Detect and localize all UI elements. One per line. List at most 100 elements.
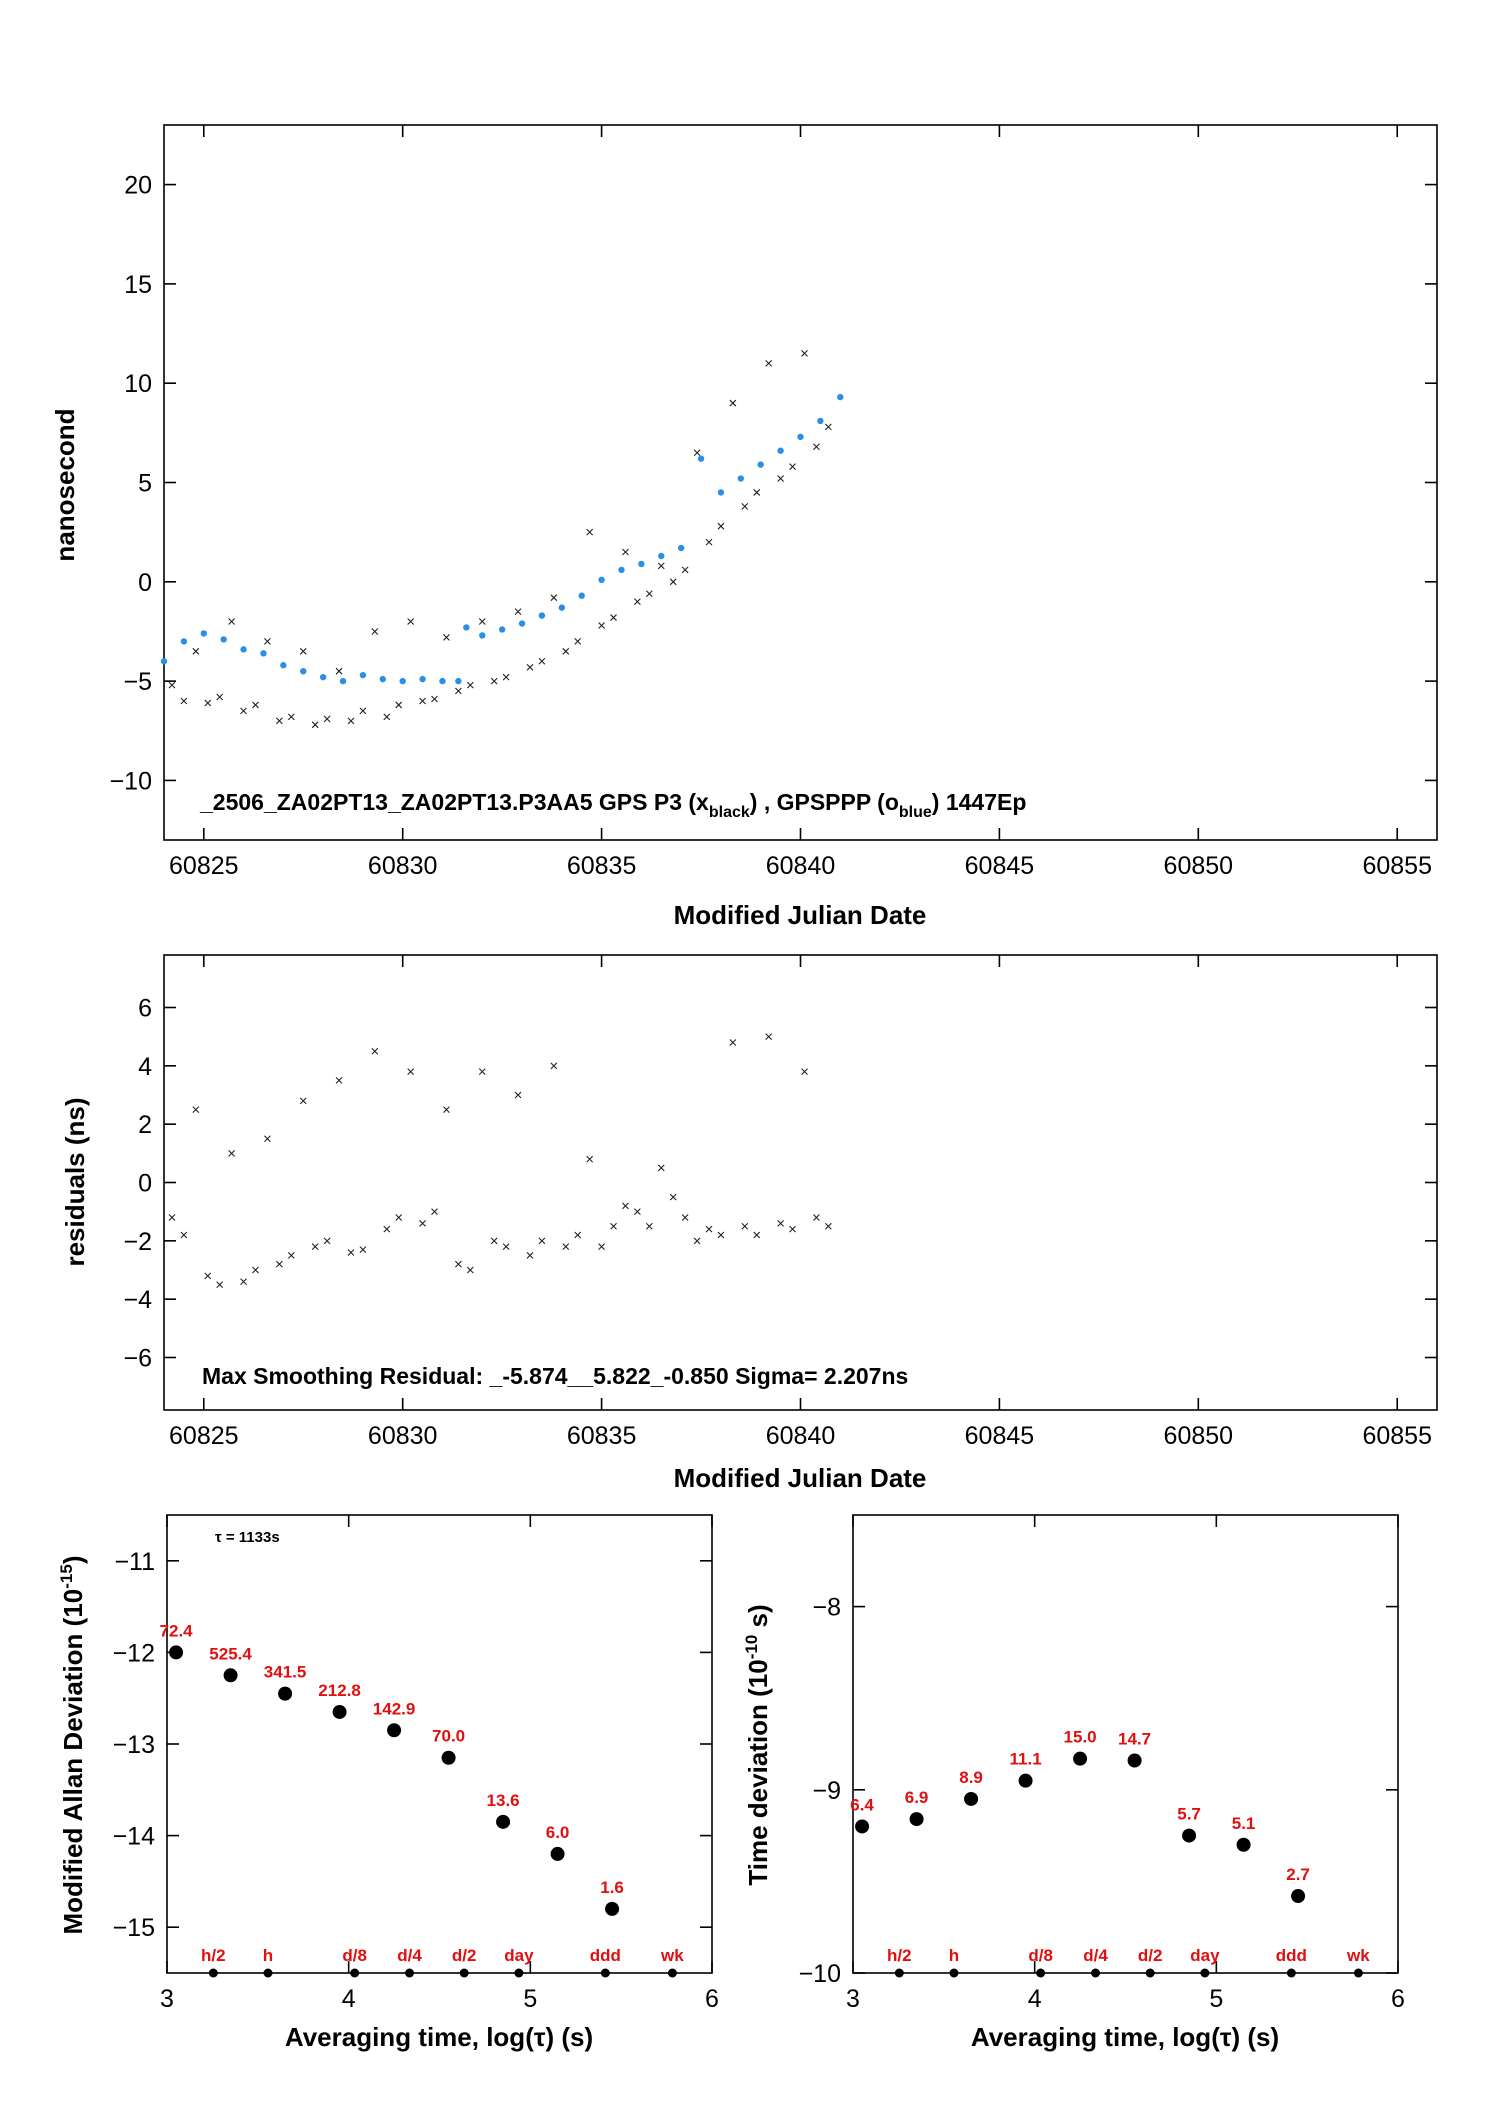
interval-marker <box>600 1968 610 1978</box>
gps-p3-point <box>693 449 701 457</box>
interval-marker-label: d/2 <box>1138 1946 1163 1965</box>
x-tick-label: 60850 <box>1164 852 1234 880</box>
interval-marker-label: d/8 <box>342 1946 367 1965</box>
point-value-label: 11.1 <box>1010 1750 1042 1769</box>
y-tick-label: −9 <box>812 1777 841 1805</box>
interval-marker-label: day <box>504 1946 534 1965</box>
y-tick-label: 0 <box>138 569 152 597</box>
timeseries-ylabel: nanosecond <box>50 408 80 561</box>
interval-marker <box>459 1968 469 1978</box>
timeseries-frame <box>163 124 1438 841</box>
gpsppp-point <box>797 433 804 441</box>
point-value-label: 142.9 <box>373 1699 416 1718</box>
time-deviation-panel: 3 4 5 6 −10 −9 −8 6.4 6.9 8.9 11.1 15.0 14.7 5.7 5.1 2… <box>742 1514 1405 2052</box>
gps-p3-point <box>729 399 737 407</box>
y-tick-label: 5 <box>138 470 152 498</box>
x-tick-label: 3 <box>160 1985 174 2013</box>
stability-point <box>278 1686 293 1701</box>
stability-point <box>1182 1828 1197 1843</box>
gpsppp-point <box>658 552 665 560</box>
gpsppp-point <box>379 675 386 683</box>
residual-point <box>371 1047 379 1055</box>
x-tick-label: 6 <box>705 1985 719 2013</box>
stability-point <box>1236 1837 1251 1852</box>
residuals-annotation: Max Smoothing Residual: _-5.874__5.822_-… <box>202 1363 908 1389</box>
gps-p3-point <box>323 715 331 723</box>
point-value-label: 6.0 <box>546 1823 570 1842</box>
interval-marker-label: h <box>949 1946 959 1965</box>
gps-p3-point <box>777 475 784 482</box>
x-tick-label: 60845 <box>965 852 1035 880</box>
stability-point <box>1127 1753 1142 1768</box>
x-tick-label: 60840 <box>766 1422 836 1450</box>
interval-marker <box>894 1968 904 1978</box>
gps-p3-point <box>634 598 641 606</box>
point-value-label: 1.6 <box>600 1878 624 1897</box>
allan-ylabel-main: Modified Allan Deviation (10 <box>58 1589 88 1935</box>
gps-p3-point <box>562 647 570 655</box>
y-tick-label: −2 <box>123 1228 152 1256</box>
residual-point <box>741 1222 749 1230</box>
y-tick-label: −10 <box>799 1960 841 1988</box>
stability-point <box>169 1645 184 1660</box>
point-value-label: 341.5 <box>264 1663 307 1682</box>
interval-marker-label: h/2 <box>887 1946 912 1965</box>
stability-point <box>223 1668 238 1683</box>
gpsppp-point <box>240 646 247 653</box>
gps-p3-point <box>395 701 403 709</box>
x-tick-label: 4 <box>1028 1985 1042 2013</box>
residual-point <box>407 1068 415 1076</box>
x-tick-label: 60825 <box>169 852 239 880</box>
interval-marker <box>208 1968 218 1978</box>
stability-point <box>855 1819 870 1834</box>
gps-p3-point <box>801 350 808 357</box>
residual-point <box>347 1249 355 1256</box>
gps-p3-point <box>466 681 474 689</box>
point-value-label: 5.1 <box>1232 1814 1256 1833</box>
gps-p3-point <box>192 647 200 655</box>
gps-p3-point <box>741 502 749 510</box>
annotation-sub-black: black <box>709 804 750 821</box>
point-value-label: 212.8 <box>318 1681 361 1700</box>
gpsppp-point <box>538 612 546 619</box>
residual-point <box>287 1252 295 1259</box>
residual-point <box>777 1219 784 1227</box>
x-tick-label: 60855 <box>1362 1422 1432 1450</box>
gps-p3-point <box>490 677 498 685</box>
gps-p3-point <box>645 590 653 598</box>
interval-marker <box>1286 1968 1296 1978</box>
residual-point <box>705 1225 713 1233</box>
interval-marker-label: d/2 <box>452 1946 477 1965</box>
x-tick-label: 6 <box>1391 1985 1405 2013</box>
gpsppp-point <box>737 475 745 482</box>
residual-point <box>490 1237 498 1245</box>
residual-point <box>502 1243 510 1251</box>
gps-p3-point <box>550 594 558 602</box>
residual-point <box>681 1214 689 1221</box>
x-tick-label: 60855 <box>1362 852 1432 880</box>
residual-point <box>431 1208 438 1216</box>
gps-p3-point <box>168 681 176 689</box>
interval-marker <box>1353 1968 1363 1978</box>
gpsppp-point <box>160 658 168 665</box>
interval-marker-label: day <box>1190 1946 1220 1965</box>
gpsppp-point <box>757 461 764 468</box>
residual-point <box>478 1068 486 1076</box>
residuals-panel: 60825 60830 60835 60840 60845 60850 60855 −6 −4 −… <box>60 954 1438 1493</box>
residual-point <box>240 1278 247 1286</box>
gps-p3-point <box>526 663 534 671</box>
residuals-frame <box>163 954 1438 1411</box>
gpsppp-point <box>479 632 486 639</box>
gps-p3-point <box>813 443 820 451</box>
interval-marker-label: h <box>263 1946 273 1965</box>
residual-point <box>514 1091 522 1099</box>
stability-point <box>550 1846 565 1861</box>
residual-point <box>574 1231 582 1239</box>
y-tick-label: −12 <box>113 1639 155 1667</box>
gpsppp-point <box>498 626 506 633</box>
residual-point <box>180 1231 188 1239</box>
interval-marker <box>1036 1968 1046 1978</box>
gpsppp-point <box>280 662 287 669</box>
allan-deviation-panel: 3 4 5 6 −15 −14 −13 −12 −11 72.4 525.4 341.5 212.8 1… <box>57 1514 719 2052</box>
tdev-ylabel-sup: -10 <box>742 1635 761 1660</box>
